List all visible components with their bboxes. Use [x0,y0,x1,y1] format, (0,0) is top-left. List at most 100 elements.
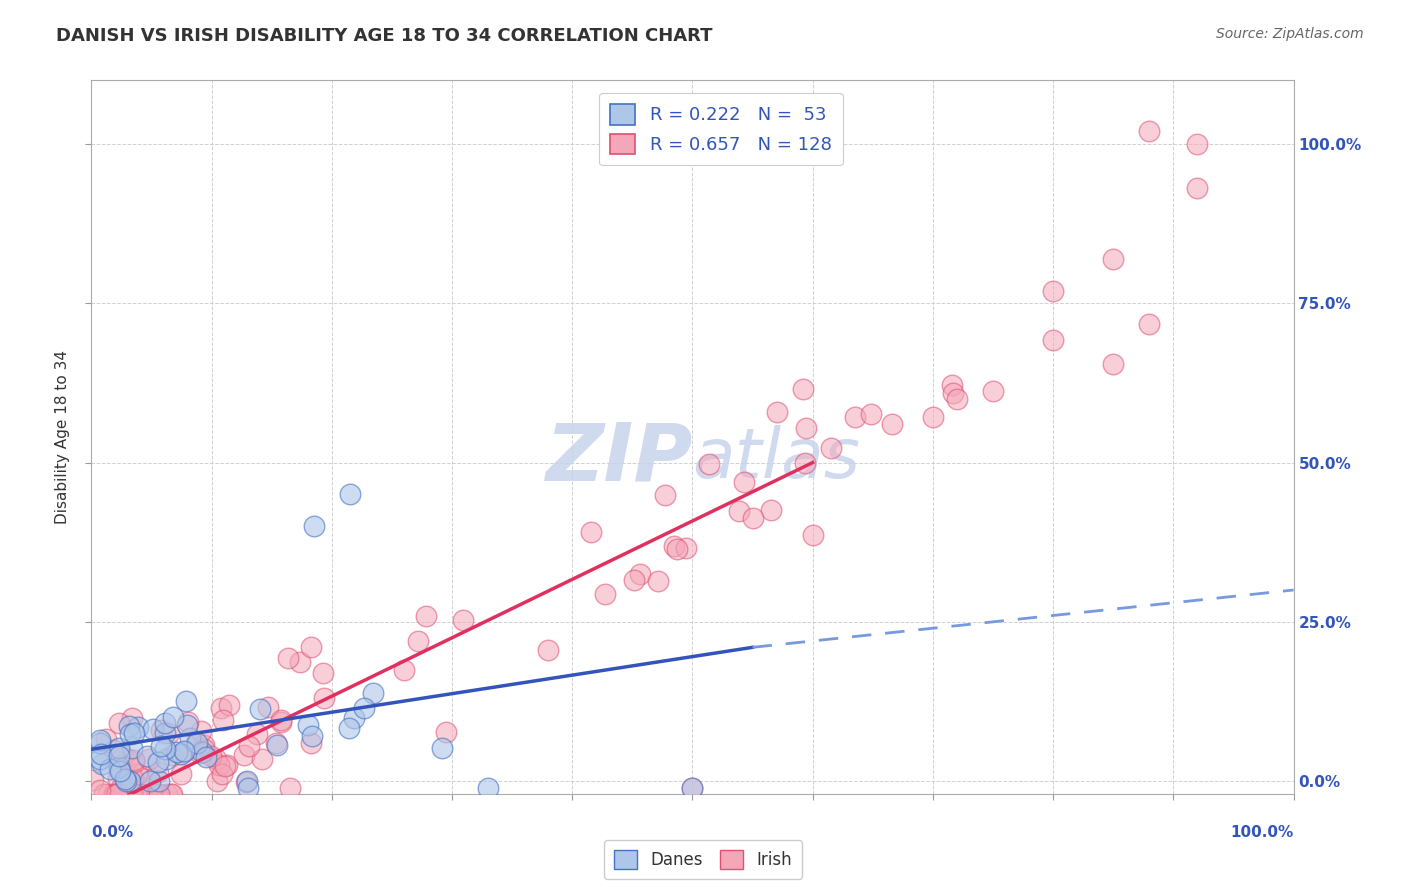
Point [195,750,218,764]
Legend: R = 0.222   N =  53, R = 0.657   N = 128: R = 0.222 N = 53, R = 0.657 N = 128 [599,93,842,165]
Point [89,732,111,747]
Point [112,787,135,801]
Point [218,698,240,713]
Point [115,774,138,789]
Point [193,742,215,756]
Point [114,772,136,786]
Point [159,726,181,740]
Point [215,757,238,772]
Point [148,755,170,769]
Point [107,715,129,730]
Point [155,752,177,766]
Point [186,736,208,750]
Point [135,748,157,763]
Point [82,773,104,788]
Point [98,762,121,776]
Point [343,711,366,725]
Point [149,723,172,737]
Point [128,787,150,801]
Text: ZIP: ZIP [546,419,692,498]
Point [733,475,755,489]
Point [162,710,184,724]
Point [108,749,131,764]
Point [662,539,685,553]
Point [149,739,172,753]
Point [138,770,160,784]
Point [249,701,271,715]
Point [193,738,215,752]
Point [337,721,360,735]
Text: Source: ZipAtlas.com: Source: ZipAtlas.com [1216,27,1364,41]
Point [121,787,143,801]
Point [162,787,184,801]
Point [1137,317,1160,331]
Point [120,775,142,789]
Point [204,752,226,766]
Point [794,456,817,470]
Point [139,774,162,789]
Point [115,787,138,801]
Point [176,718,198,732]
Point [111,787,134,801]
Point [297,718,319,732]
Point [94,731,117,746]
Point [406,634,429,648]
Point [859,408,882,422]
Point [174,694,197,708]
Point [159,787,181,801]
Point [134,781,156,796]
Point [170,747,193,762]
Point [728,504,751,518]
Text: atlas: atlas [692,425,860,492]
Point [666,541,689,556]
Point [107,787,129,801]
Point [121,711,143,725]
Point [339,487,361,501]
Point [1187,180,1209,194]
Point [238,739,260,753]
Point [110,780,132,795]
Point [93,787,115,801]
Point [108,760,131,774]
Point [107,771,129,785]
Point [353,701,375,715]
Point [188,746,211,760]
Point [1042,334,1064,348]
Point [138,752,160,766]
Point [118,719,141,733]
Point [97,787,120,801]
Point [89,736,111,750]
Point [103,787,125,801]
Point [922,410,945,425]
Point [105,787,128,801]
Point [301,729,323,743]
Point [142,787,165,801]
Text: 100.0%: 100.0% [1230,825,1294,840]
Point [122,726,145,740]
Point [173,745,195,759]
Point [314,691,336,706]
Point [415,609,437,624]
Point [122,753,145,767]
Point [111,787,134,801]
Point [290,655,312,669]
Point [90,747,112,761]
Point [103,743,125,757]
Point [89,752,111,766]
Point [623,574,645,588]
Point [186,736,208,750]
Point [451,613,474,627]
Point [654,487,676,501]
Point [153,716,176,731]
Point [112,748,135,763]
Legend: Danes, Irish: Danes, Irish [605,840,801,880]
Point [741,511,763,525]
Point [942,386,965,401]
Point [141,787,163,801]
Text: 0.0%: 0.0% [91,825,134,840]
Point [121,772,143,786]
Point [129,787,152,801]
Point [792,382,814,396]
Point [208,757,231,772]
Point [794,421,817,435]
